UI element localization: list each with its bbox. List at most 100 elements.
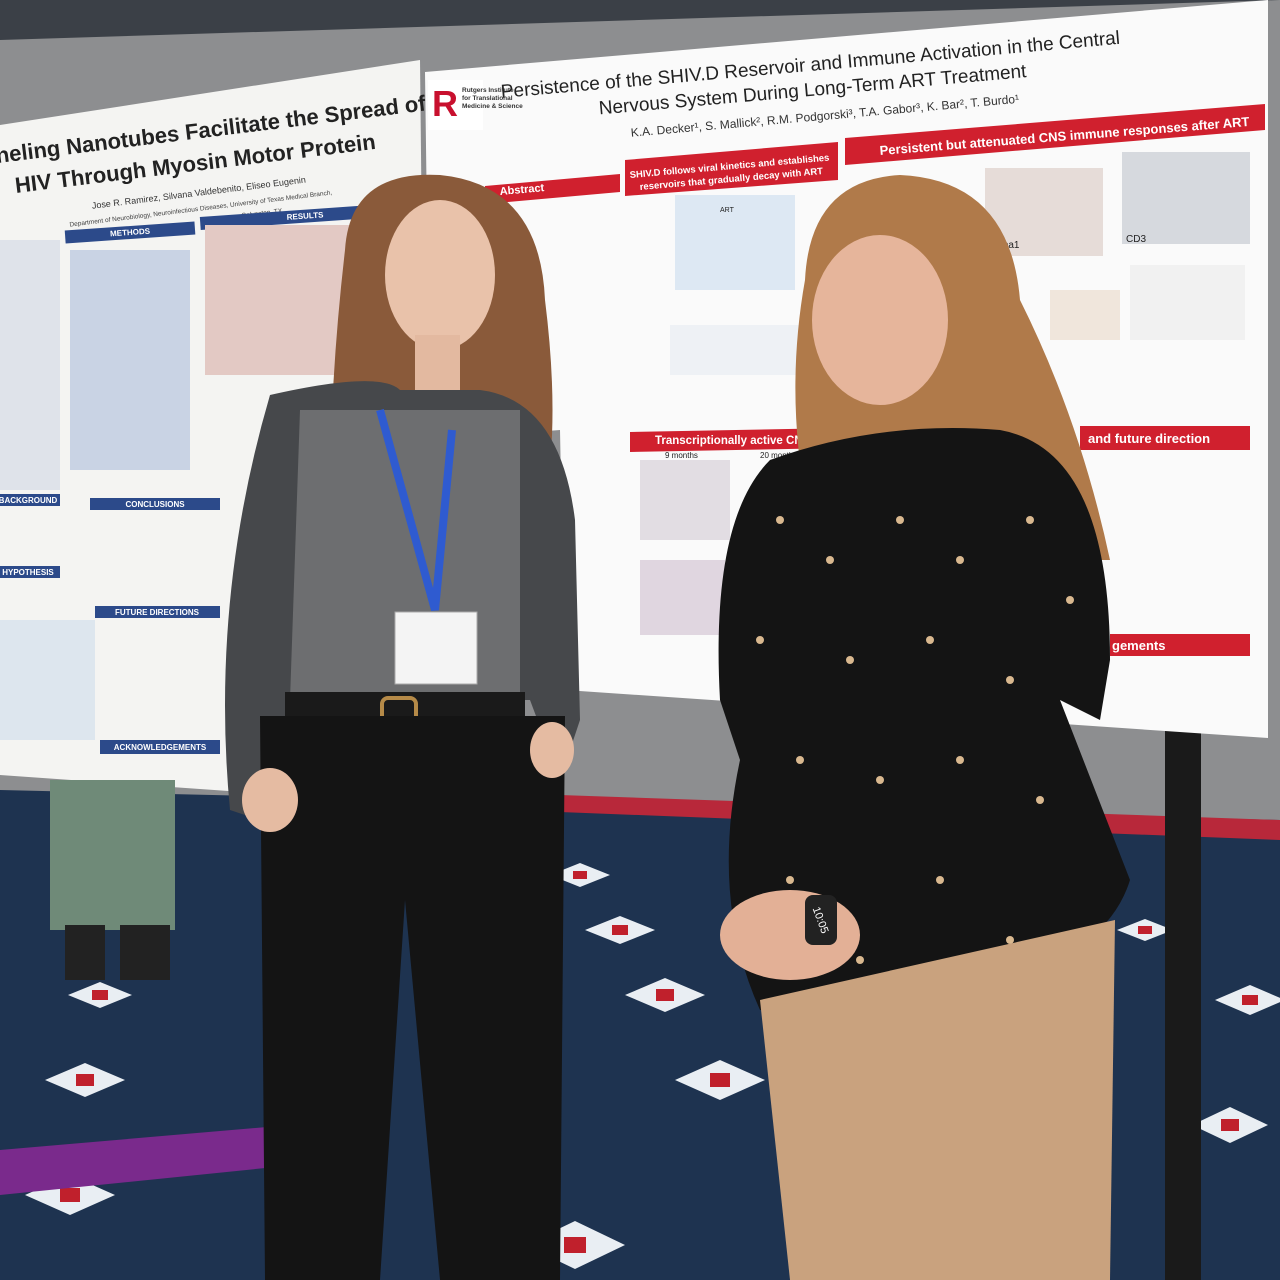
carpet-tile: [1215, 985, 1280, 1015]
dot: [956, 556, 964, 564]
poster-tube: [0, 1125, 295, 1195]
panel-label: 20 months: [760, 451, 797, 460]
carpet-tile: [675, 1060, 765, 1100]
section-bar: [1080, 426, 1250, 450]
section-bar: [90, 498, 220, 510]
name-badge: [394, 611, 478, 685]
figure: [70, 250, 190, 470]
hand: [242, 768, 298, 832]
logo-box: [428, 80, 483, 130]
panel-labels: Iba1 CD3 ART 9 months 20 months: [665, 207, 1146, 460]
section-bar: [630, 428, 840, 452]
panel-label: ART: [720, 207, 735, 214]
plot: [670, 325, 800, 375]
section-label: ACKNOWLEDGEMENTS: [114, 743, 207, 752]
dot: [936, 876, 944, 884]
watch: [805, 895, 837, 945]
tile-center: [60, 1188, 80, 1202]
dot: [956, 756, 964, 764]
logo-letter: R: [432, 83, 458, 124]
section-bar: [0, 494, 60, 506]
figure: [205, 225, 355, 375]
bystander-shoe: [65, 925, 105, 980]
tile-center: [76, 1074, 94, 1086]
bar-plot: [1050, 290, 1120, 340]
carpet-tile: [585, 916, 655, 944]
logo-line: Rutgers Institute: [462, 87, 514, 94]
dot: [856, 956, 864, 964]
hand: [530, 722, 574, 778]
carpet-tile: [45, 1063, 125, 1097]
dot: [826, 556, 834, 564]
carpet-tile: [625, 978, 705, 1012]
logo-line: for Translational: [462, 95, 513, 102]
section-label: and future direction: [1088, 431, 1210, 446]
belt: [285, 692, 525, 716]
micrograph: [1122, 152, 1250, 244]
person-right: 10:05: [718, 175, 1130, 1280]
tile-center: [92, 990, 108, 1000]
face: [812, 235, 948, 405]
section-label: HYPOTHESIS: [2, 568, 54, 577]
micrograph: [640, 460, 730, 540]
plot: [675, 195, 795, 290]
carpet-tile: [1192, 1107, 1268, 1143]
neck: [415, 335, 460, 395]
polka-dots: [756, 516, 1074, 964]
section-bar: [64, 221, 196, 244]
section-bars: [485, 104, 1265, 656]
section-bar: [1110, 634, 1250, 656]
tile-center: [656, 989, 674, 1001]
blouse: [718, 428, 1130, 1010]
section-bar: [625, 142, 838, 196]
pants: [760, 920, 1115, 1280]
carpet-tile: [550, 863, 610, 887]
section-bar: [95, 606, 220, 618]
carpet-tile: [68, 982, 132, 1008]
face: [385, 200, 495, 350]
dot: [756, 636, 764, 644]
logo-line: Medicine & Science: [462, 103, 523, 110]
dot: [1026, 516, 1034, 524]
section-bar: [485, 174, 620, 204]
section-labels: METHODS RESULTS BACKGROUND CONCLUSIONS H…: [0, 210, 324, 752]
section-label: Abstract: [499, 182, 545, 198]
figures: [640, 152, 1250, 635]
bystander-legs: [50, 780, 175, 930]
panel-label: Iba1: [1000, 240, 1020, 251]
figures: [0, 225, 355, 740]
tile-center: [1221, 1119, 1239, 1131]
lanyard: [376, 408, 456, 612]
dot: [896, 516, 904, 524]
dot: [926, 636, 934, 644]
dot: [1066, 596, 1074, 604]
bystander-shoe: [120, 925, 170, 980]
easel-post: [1165, 730, 1201, 1280]
tile-center: [710, 1073, 730, 1087]
section-label: Transcriptionally active CNS rese: [655, 435, 837, 447]
text-block: [0, 240, 60, 490]
dot: [1006, 676, 1014, 684]
dot: [786, 876, 794, 884]
tile-center: [1138, 926, 1152, 934]
section-label: BACKGROUND: [0, 496, 58, 505]
dot: [876, 776, 884, 784]
panel-label: 9 months: [665, 451, 698, 460]
bar-plot: [1130, 265, 1245, 340]
section-bar: [845, 104, 1265, 165]
dot: [1006, 936, 1014, 944]
tile-center: [1242, 995, 1258, 1005]
tile-center: [612, 925, 628, 935]
carpet-pattern: [25, 863, 1280, 1269]
dot: [1036, 796, 1044, 804]
tile-center: [564, 1237, 586, 1253]
person-left: [225, 174, 580, 1280]
panel-label: CD3: [1126, 234, 1146, 245]
figure: [0, 620, 95, 740]
section-label: CONCLUSIONS: [125, 500, 185, 509]
section-bar: [100, 740, 220, 754]
section-label: FUTURE DIRECTIONS: [115, 608, 200, 617]
hands: [720, 890, 860, 980]
section-label: gements: [1112, 638, 1165, 653]
